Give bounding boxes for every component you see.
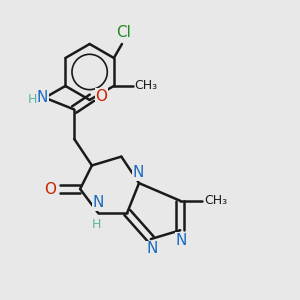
Text: N: N — [133, 165, 144, 180]
Text: N: N — [36, 90, 48, 105]
Text: H: H — [92, 218, 102, 231]
Text: O: O — [44, 182, 56, 196]
Text: N: N — [176, 232, 187, 247]
Text: CH₃: CH₃ — [134, 80, 158, 92]
Text: CH₃: CH₃ — [204, 194, 227, 207]
Text: O: O — [95, 89, 107, 104]
Text: Cl: Cl — [116, 26, 131, 40]
Text: N: N — [146, 242, 158, 256]
Text: N: N — [93, 195, 104, 210]
Text: H: H — [28, 93, 38, 106]
